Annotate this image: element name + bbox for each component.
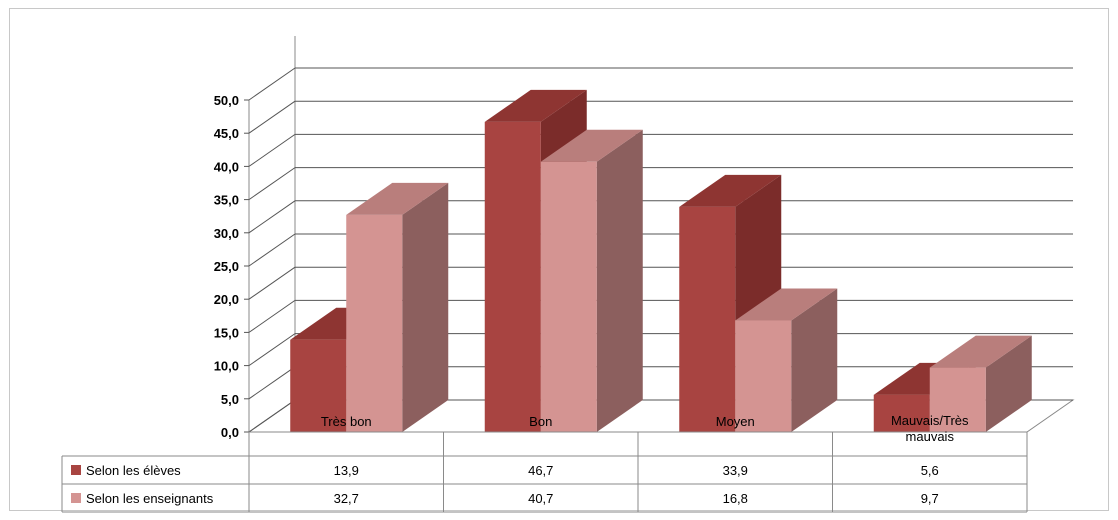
y-tick-label: 20,0 [214, 292, 239, 307]
bar-top [346, 182, 449, 215]
data-label: 13,9 [334, 463, 359, 478]
gridline-side [248, 233, 296, 267]
category-label: mauvais [906, 429, 955, 444]
bar-side [791, 288, 838, 432]
bar-front [735, 320, 792, 432]
gridline-side [248, 399, 296, 433]
y-tick-label: 50,0 [214, 93, 239, 108]
y-tick-label: 0,0 [221, 425, 239, 440]
y-tick-label: 35,0 [214, 193, 239, 208]
legend-label: Selon les enseignants [86, 491, 214, 506]
bar-side [596, 129, 643, 432]
bars [290, 89, 1032, 433]
gridline-side [248, 67, 296, 101]
bar-top [679, 174, 782, 207]
bar-enseignants-2 [735, 288, 838, 432]
data-label: 5,6 [921, 463, 939, 478]
data-label: 46,7 [528, 463, 553, 478]
gridline-side [248, 266, 296, 300]
gridline-side [248, 366, 296, 400]
legend-swatch [71, 465, 81, 475]
category-label: Moyen [716, 414, 755, 429]
gridline-side [248, 333, 296, 367]
bar-side [985, 335, 1032, 432]
bar-front [929, 367, 986, 432]
data-label: 33,9 [723, 463, 748, 478]
bar-front [346, 214, 403, 432]
y-tick-label: 30,0 [214, 226, 239, 241]
y-axis-tick-labels: 0,0 5,0 10,0 15,0 20,0 25,0 30,0 35,0 40,0 45,0 50… [214, 93, 239, 440]
bar-top [540, 129, 643, 162]
bar-enseignants-0 [346, 182, 449, 432]
bar-front [873, 394, 930, 432]
gridline-side [248, 167, 296, 201]
bar-front [540, 161, 597, 432]
legend-swatch [71, 493, 81, 503]
data-label: 32,7 [334, 491, 359, 506]
bar-front [484, 121, 541, 433]
bar-front [290, 339, 347, 432]
data-label: 40,7 [528, 491, 553, 506]
y-tick-label: 5,0 [221, 392, 239, 407]
legend-label: Selon les élèves [86, 463, 181, 478]
bar-side [402, 182, 449, 432]
bar-top [929, 335, 1032, 368]
category-label: Bon [529, 414, 552, 429]
bar-top [735, 288, 838, 321]
category-label: Mauvais/Très [891, 413, 969, 428]
y-tick-label: 45,0 [214, 126, 239, 141]
gridline-side [248, 200, 296, 234]
bar-top [484, 89, 587, 122]
bar-enseignants-3 [929, 335, 1032, 432]
y-tick-label: 15,0 [214, 325, 239, 340]
gridline-side [248, 133, 296, 167]
y-tick-label: 10,0 [214, 359, 239, 374]
gridline-side [248, 100, 296, 134]
bar-front [679, 206, 736, 432]
data-label: 9,7 [921, 491, 939, 506]
bar-enseignants-1 [540, 129, 643, 432]
y-tick-label: 25,0 [214, 259, 239, 274]
y-tick-label: 40,0 [214, 159, 239, 174]
data-label: 16,8 [723, 491, 748, 506]
gridline-side [248, 299, 296, 333]
category-label: Très bon [321, 414, 372, 429]
